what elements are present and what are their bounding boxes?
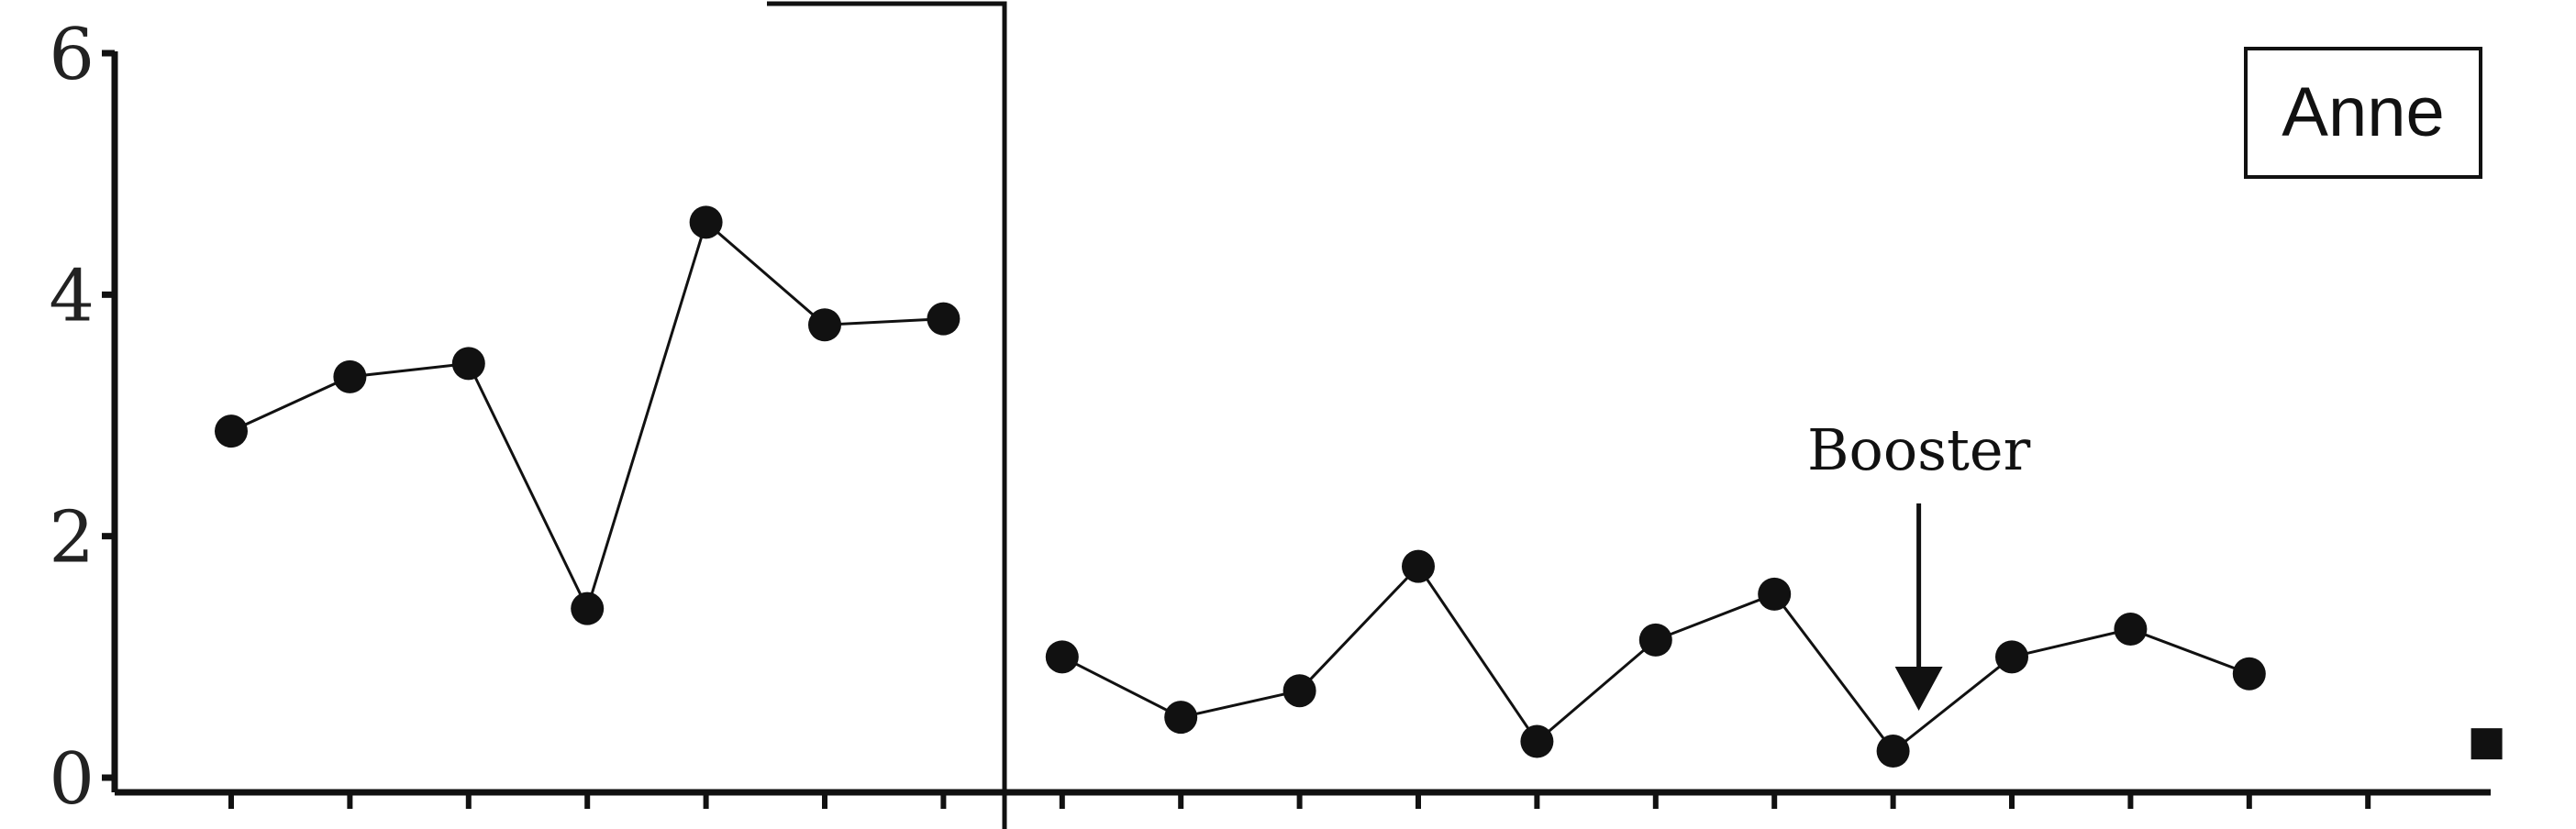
series-lines [230,219,2250,754]
series-line-baseline [230,219,944,613]
phase-change-line-path [767,1,1007,829]
legend: Anne [2244,47,2482,179]
booster-arrowhead [1894,667,1943,712]
data-point [1758,577,1792,611]
y-tick-label: 2 [49,497,94,580]
series-line-intervention [1061,564,2250,754]
legend-label: Anne [2282,73,2445,151]
y-tick-label: 6 [49,14,94,96]
data-point [689,205,723,239]
data-point [1045,640,1079,674]
y-tick-label: 4 [49,255,94,337]
data-point [1282,674,1316,708]
data-point [1638,623,1672,657]
data-point [333,359,367,393]
data-point [1164,701,1198,735]
booster-label: Booster [1807,416,2031,483]
booster-annotation: Booster [1807,416,2031,712]
phase-change-line [767,1,1007,829]
data-points [215,205,2503,768]
data-point [808,308,841,342]
axes [111,51,2491,796]
y-ticks: 0 2 4 6 [49,14,115,821]
data-point-square [2471,728,2503,760]
data-point [1402,549,1435,583]
data-point [1995,640,2028,674]
data-point [1876,735,1910,768]
data-point [215,414,248,448]
legend-box [2244,47,2482,179]
y-tick-label: 0 [49,738,94,821]
data-point [927,302,960,336]
data-point [451,347,485,381]
data-point [2114,613,2148,647]
x-ticks [228,792,2371,809]
data-point [571,591,605,625]
data-point [2232,657,2266,691]
data-point [1520,724,1554,758]
